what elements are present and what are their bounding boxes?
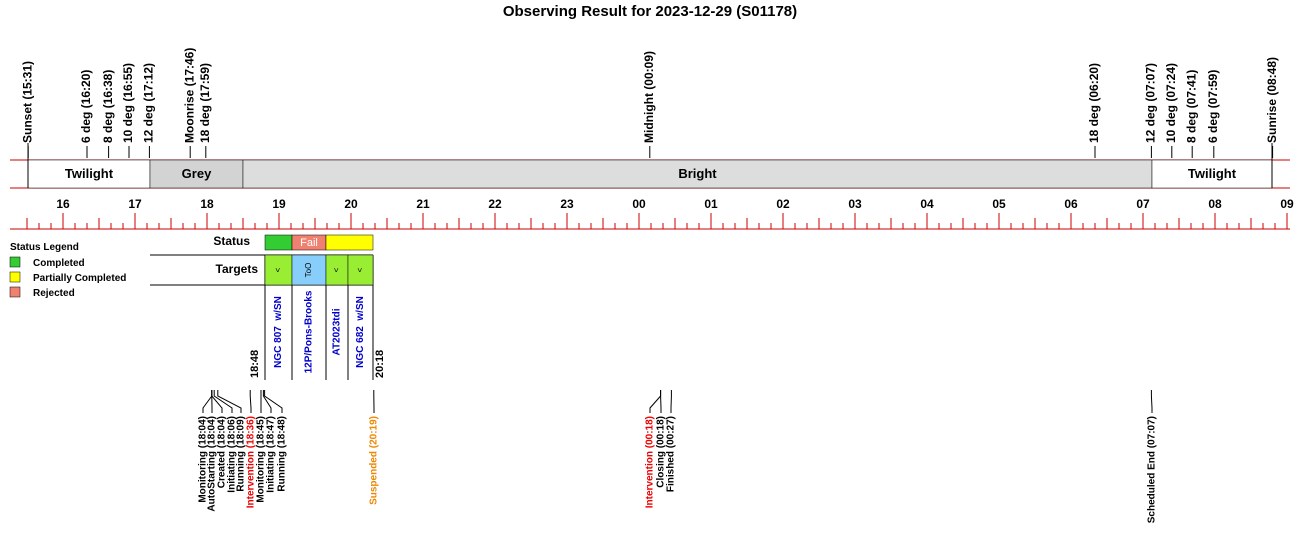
bottom-event-label: Intervention (18:36) xyxy=(246,416,257,508)
top-event-label: 12 deg (17:12) xyxy=(142,63,156,143)
title: Observing Result for 2023-12-29 (S01178) xyxy=(503,3,797,20)
bottom-event-label: Closing (00:18) xyxy=(656,416,667,488)
legend-swatch xyxy=(9,256,21,268)
legend-swatch xyxy=(9,271,21,283)
top-event-label: Midnight (00:09) xyxy=(642,51,656,143)
sky-band xyxy=(27,159,151,189)
top-event-label: 6 deg (07:59) xyxy=(1206,70,1220,143)
bottom-event-label: Initiating (18:47) xyxy=(266,416,277,493)
hour-label: 03 xyxy=(848,197,862,211)
hour-label: 19 xyxy=(272,197,286,211)
bottom-event-label: Scheduled End (07:07) xyxy=(1147,416,1158,523)
bottom-event-label: Running (18:09) xyxy=(236,416,247,492)
hour-label: 09 xyxy=(1280,197,1294,211)
target-name: NGC 807 w/SN xyxy=(273,296,284,368)
target-name: AT2023tdi xyxy=(332,308,343,355)
legend-label: Rejected xyxy=(33,288,75,299)
hour-label: 06 xyxy=(1064,197,1078,211)
bottom-event-label: Created (18:04) xyxy=(217,416,228,488)
bottom-event-label: Initiating (18:06) xyxy=(227,416,238,493)
event-leader xyxy=(211,390,223,413)
sky-band xyxy=(149,159,244,189)
bottom-event-label: Suspended (20:19) xyxy=(369,416,380,505)
hour-label: 00 xyxy=(632,197,646,211)
top-event-label: 6 deg (16:20) xyxy=(79,70,93,143)
legend-label: Partially Completed xyxy=(33,273,126,284)
event-leader xyxy=(217,390,242,413)
hour-label: 05 xyxy=(992,197,1006,211)
sky-band-label: Twilight xyxy=(1188,166,1237,181)
target-cell xyxy=(347,254,374,286)
hour-label: 23 xyxy=(560,197,574,211)
bottom-event-label: Finished (00:27) xyxy=(666,416,677,492)
event-leader xyxy=(1150,390,1153,413)
top-event-label: 8 deg (07:41) xyxy=(1184,70,1198,143)
event-leader xyxy=(262,390,272,413)
end-time: 20:18 xyxy=(374,350,386,378)
target-mark: ToO xyxy=(304,263,313,278)
top-event-label: Sunset (15:31) xyxy=(20,61,34,143)
legend-title: Status Legend xyxy=(10,242,79,253)
target-cell xyxy=(291,254,327,286)
top-event-label: Sunrise (08:48) xyxy=(1265,57,1279,143)
status-label: Status xyxy=(213,234,250,248)
top-event-label: 18 deg (17:59) xyxy=(198,63,212,143)
hour-label: 07 xyxy=(1136,197,1150,211)
hour-label: 20 xyxy=(344,197,358,211)
top-event-label: 10 deg (07:24) xyxy=(1164,63,1178,143)
hour-label: 17 xyxy=(128,197,142,211)
target-mark: < xyxy=(274,267,283,272)
status-cell xyxy=(325,234,374,251)
target-name: NGC 682 w/SN xyxy=(355,296,366,368)
target-mark: < xyxy=(332,267,341,272)
hour-label: 08 xyxy=(1208,197,1222,211)
targets-label: Targets xyxy=(216,262,259,276)
bottom-event-label: Intervention (00:18) xyxy=(645,416,656,508)
sky-band xyxy=(242,159,1153,189)
bottom-event-label: Monitoring (18:45) xyxy=(256,416,267,503)
sky-band xyxy=(1151,159,1273,189)
top-event-label: Moonrise (17:46) xyxy=(182,48,196,143)
target-name: 12P/Pons-Brooks xyxy=(304,290,315,373)
hour-label: 01 xyxy=(704,197,718,211)
sky-band-label: Bright xyxy=(678,166,717,181)
legend-label: Completed xyxy=(33,258,85,269)
status-text: Fail xyxy=(300,237,318,249)
hour-label: 04 xyxy=(920,197,934,211)
sky-band-label: Grey xyxy=(182,166,212,181)
top-event-label: 12 deg (07:07) xyxy=(1144,63,1158,143)
top-event-label: 10 deg (16:55) xyxy=(121,63,135,143)
event-leader xyxy=(649,390,662,413)
top-event-label: 8 deg (16:38) xyxy=(101,70,115,143)
hour-label: 02 xyxy=(776,197,790,211)
event-leader xyxy=(213,390,233,413)
target-cell xyxy=(264,254,293,286)
event-leader xyxy=(202,390,213,413)
event-leader xyxy=(264,390,283,413)
bottom-event-label: Running (18:48) xyxy=(277,416,288,492)
bottom-event-label: Monitoring (18:04) xyxy=(198,416,209,503)
bottom-event-label: AutoStarting (18:04) xyxy=(207,416,218,512)
target-mark: < xyxy=(356,267,365,272)
hour-label: 22 xyxy=(488,197,502,211)
legend-swatch xyxy=(9,286,21,298)
hour-label: 16 xyxy=(56,197,70,211)
start-time: 18:48 xyxy=(249,350,261,378)
sky-band-label: Twilight xyxy=(65,166,114,181)
event-leader xyxy=(249,390,252,413)
hour-label: 18 xyxy=(200,197,214,211)
top-event-label: 18 deg (06:20) xyxy=(1087,63,1101,143)
hour-label: 21 xyxy=(416,197,430,211)
status-cell xyxy=(264,234,293,251)
